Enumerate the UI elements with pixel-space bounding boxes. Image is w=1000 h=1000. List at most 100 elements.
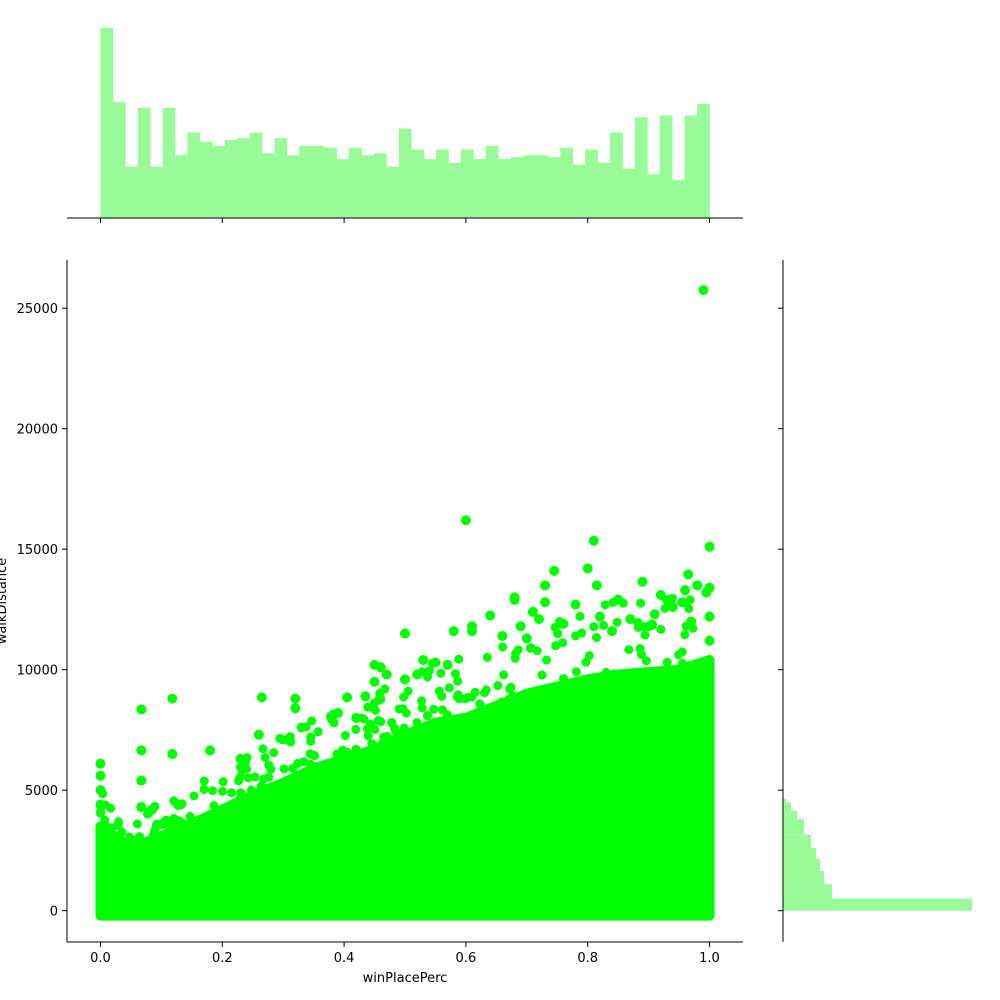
scatter-point [291,770,301,780]
scatter-point [132,819,142,829]
scatter-point [95,770,106,781]
y-hist-bar [783,884,832,899]
scatter-point [433,725,443,735]
scatter-point [525,643,535,653]
scatter-point [600,600,610,610]
scatter-point [136,802,147,813]
x-axis-label: winPlacePerc [363,971,448,986]
scatter-point [390,723,400,733]
y-tick-label: 20000 [17,423,58,438]
x-hist-bar [311,145,325,218]
scatter-point [412,669,423,680]
x-hist-bar [535,155,549,218]
scatter-point [511,648,521,658]
scatter-point [453,676,463,686]
scatter-point [460,515,471,526]
y-tick-label: 5000 [25,784,58,799]
scatter-point [332,749,342,759]
scatter-point [644,669,654,679]
scatter-point [660,603,670,613]
x-hist-bar [547,157,561,218]
scatter-point [369,676,380,687]
scatter-point [147,804,158,815]
y-tick-label: 25000 [17,302,58,317]
x-hist-bar [697,104,710,218]
scatter-point [540,597,551,608]
scatter-point [326,714,337,725]
scatter-point [305,749,315,759]
scatter-point [434,686,444,696]
scatter-point [106,803,116,813]
scatter-point [515,621,526,632]
scatter-point [176,800,186,810]
scatter-point [398,704,408,714]
x-hist-bar [162,107,176,218]
scatter-point [624,645,634,655]
scatter-point [306,732,316,742]
scatter-point [285,732,295,742]
scatter-point [207,786,217,796]
x-hist-bar [634,117,648,218]
y-marginal-histogram [778,260,972,942]
scatter-point [363,702,373,712]
scatter-point [306,759,316,769]
scatter-point [608,673,618,683]
x-hist-bar [473,159,487,218]
scatter-point [667,602,678,613]
scatter-point [550,622,560,632]
y-hist-bar [783,802,791,811]
scatter-point [104,832,114,842]
scatter-point [494,709,504,719]
scatter-point [537,670,547,680]
scatter-point [136,704,147,715]
scatter-point [375,662,386,673]
x-hist-bar [684,115,698,218]
scatter-point [498,642,508,652]
scatter-point [429,704,439,714]
scatter-point [96,808,106,818]
scatter-point [253,729,264,740]
scatter-point [377,739,387,749]
scatter-point [684,604,694,614]
scatter-point [290,693,301,704]
scatter-point [704,635,715,646]
scatter-point [448,626,459,637]
scatter-point [395,735,405,745]
scatter-point [307,716,317,726]
scatter-point [485,610,496,621]
scatter-point [250,772,260,782]
scatter-point [234,776,244,786]
y-tick-label: 10000 [17,664,58,679]
scatter-point [381,669,392,680]
scatter-point [256,692,267,703]
scatter-point [287,780,297,790]
scatter-point [258,744,268,754]
scatter-point [177,828,187,838]
scatter-point [340,731,350,741]
y-hist-bar [783,819,804,835]
scatter-point [95,799,106,810]
scatter-point [493,681,503,691]
scatter-point [674,650,684,660]
scatter-point [227,788,237,798]
x-hist-bar [187,132,201,218]
x-hist-bar [659,115,673,218]
scatter-point [167,749,178,760]
scatter-point [363,731,373,741]
scatter-point [521,633,532,644]
x-hist-bar [572,164,586,218]
scatter-point [162,816,173,827]
scatter-point [351,744,361,754]
scatter-point [698,285,709,296]
scatter-point [424,666,434,676]
scatter-point [235,753,246,764]
x-hist-bar [523,155,536,218]
scatter-point [548,682,558,692]
scatter-point [197,819,207,829]
scatter-point [243,773,253,783]
scatter-point [649,609,660,620]
scatter-point [189,791,199,801]
scatter-point [470,687,480,697]
scatter-point [351,712,362,723]
y-hist-bar [783,848,816,859]
